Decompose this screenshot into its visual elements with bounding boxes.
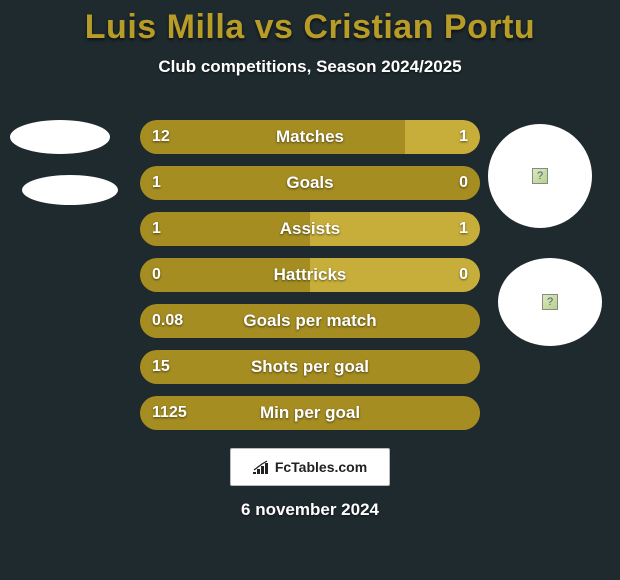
- page-subtitle: Club competitions, Season 2024/2025: [0, 57, 620, 77]
- stat-row: 11Assists: [140, 212, 480, 246]
- stat-row: 0.08Goals per match: [140, 304, 480, 338]
- stat-row: 1125Min per goal: [140, 396, 480, 430]
- stat-row: 121Matches: [140, 120, 480, 154]
- stat-label: Min per goal: [140, 396, 480, 430]
- stat-row: 10Goals: [140, 166, 480, 200]
- stat-label: Goals: [140, 166, 480, 200]
- stats-container: 121Matches 10Goals 11Assists 00Hattricks 0.0…: [140, 120, 480, 442]
- stat-label: Matches: [140, 120, 480, 154]
- stat-label: Assists: [140, 212, 480, 246]
- player2-avatar-primary: [488, 124, 592, 228]
- stat-label: Shots per goal: [140, 350, 480, 384]
- source-badge-text: FcTables.com: [275, 459, 367, 475]
- stat-row: 00Hattricks: [140, 258, 480, 292]
- player2-avatar-secondary: [498, 258, 602, 346]
- player1-avatar-primary: [10, 120, 110, 154]
- fctables-logo-icon: [253, 460, 271, 474]
- source-badge: FcTables.com: [230, 448, 390, 486]
- page-date: 6 november 2024: [0, 500, 620, 520]
- page-title: Luis Milla vs Cristian Portu: [0, 0, 620, 47]
- image-placeholder-icon: [532, 168, 548, 184]
- stat-label: Goals per match: [140, 304, 480, 338]
- stat-label: Hattricks: [140, 258, 480, 292]
- image-placeholder-icon: [542, 294, 558, 310]
- content-root: Luis Milla vs Cristian Portu Club compet…: [0, 0, 620, 580]
- player1-avatar-secondary: [22, 175, 118, 205]
- stat-row: 15Shots per goal: [140, 350, 480, 384]
